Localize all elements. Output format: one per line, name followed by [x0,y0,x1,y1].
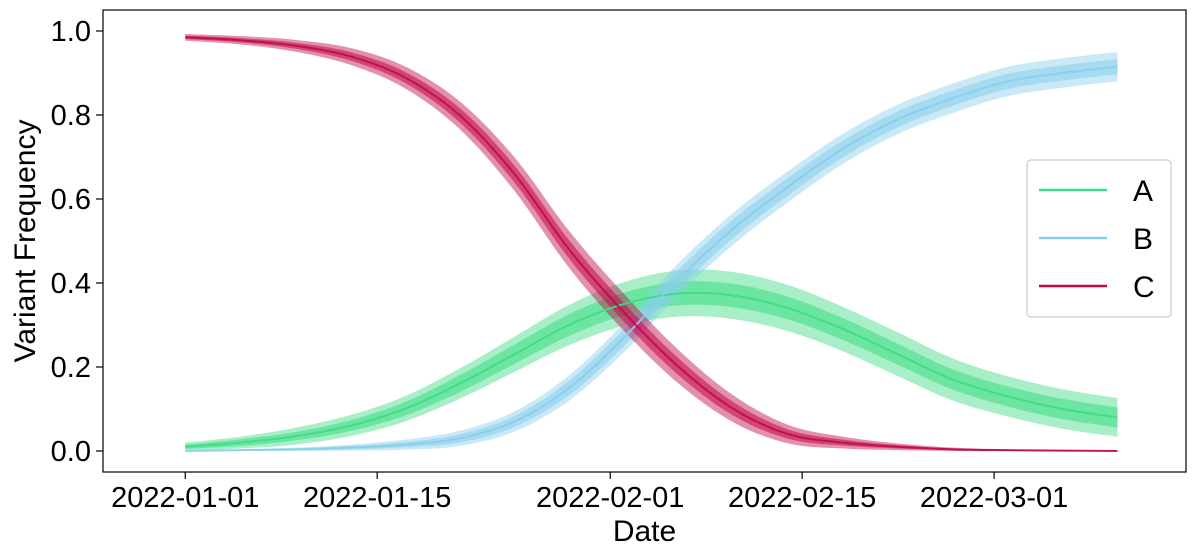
x-tick-label: 2022-03-01 [920,482,1068,514]
y-tick-label: 0.6 [51,184,91,216]
legend: ABC [1026,159,1172,318]
legend-label-c: C [1133,271,1155,304]
plot-frame [102,9,1187,473]
x-tick-label: 2022-02-15 [728,482,876,514]
x-tick-label: 2022-01-01 [111,482,259,514]
y-tick-label: 0.4 [51,268,91,300]
y-tick-label: 0.2 [51,352,91,384]
x-tick-label: 2022-02-01 [536,482,684,514]
x-axis-label: Date [613,515,676,548]
legend-label-a: A [1133,175,1153,208]
lines-layer [185,36,1118,452]
y-tick-label: 0.8 [51,100,91,132]
series-b-outer-band [185,52,1118,452]
legend-label-b: B [1133,223,1153,256]
series-c-line [185,36,1118,452]
y-axis: 0.0 0.2 0.4 0.6 0.8 1.0 [51,16,103,468]
y-axis-label: Variant Frequency [9,120,42,363]
bands-layer [185,33,1118,452]
series-a-line [185,291,1118,448]
x-tick-label: 2022-01-15 [303,482,451,514]
series-a-inner-band [185,281,1118,449]
x-axis: 2022-01-01 2022-01-15 2022-02-01 2022-02-15… [111,472,1068,514]
y-tick-label: 1.0 [51,16,91,48]
series-b-line [185,65,1118,452]
y-tick-label: 0.0 [51,436,91,468]
